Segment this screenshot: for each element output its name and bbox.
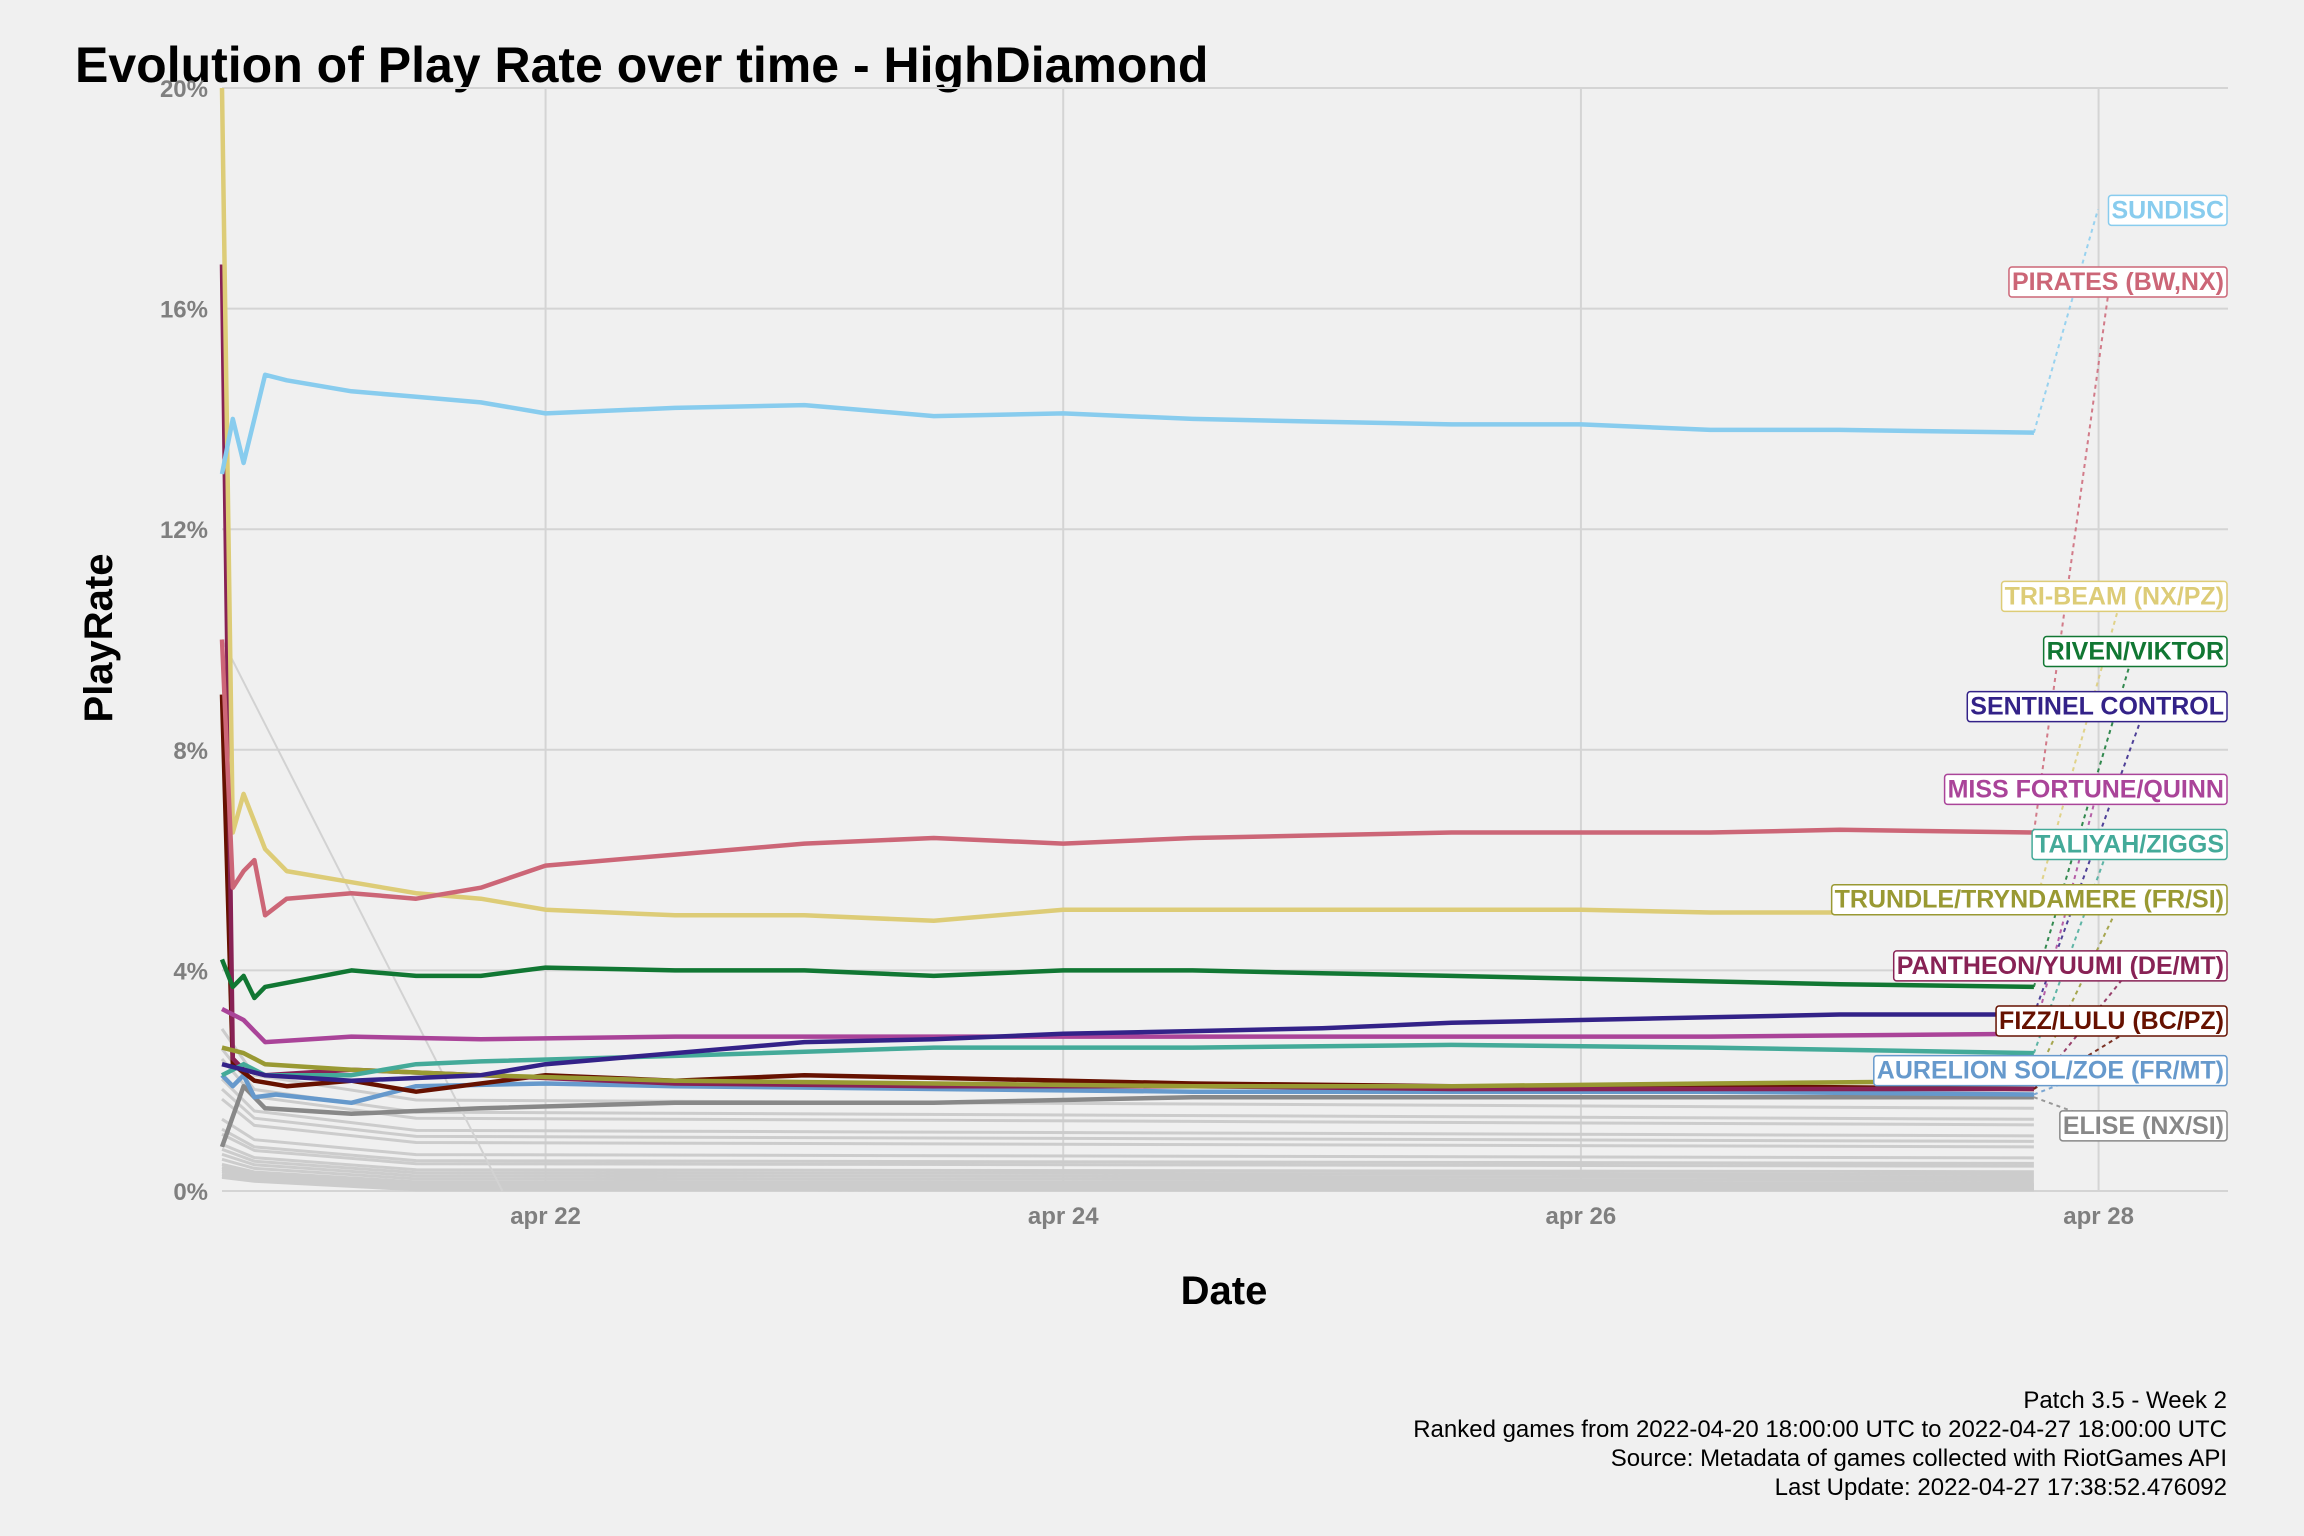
series-label-text: AURELION SOL/ZOE (FR/MT)	[1877, 1057, 2224, 1085]
background-series-line	[221, 1152, 2034, 1179]
series-label-text: RIVEN/VIKTOR	[2047, 638, 2224, 666]
series-label-box	[1995, 1005, 2228, 1037]
series-label-box	[2107, 194, 2228, 227]
series-label-box	[2000, 580, 2228, 613]
highlighted-series	[219, 87, 2034, 1148]
series-label-riven-viktor: RIVEN/VIKTOR	[2032, 635, 2228, 988]
series-label-sundisc: SUNDISC	[2032, 194, 2228, 433]
series-label-elise-nx-si: ELISE (NX/SI)	[2033, 1096, 2228, 1142]
series-label-box	[1873, 1054, 2228, 1087]
y-tick-label: 0%	[173, 1179, 208, 1206]
caption-source: Source: Metadata of games collected with…	[1611, 1445, 2227, 1472]
y-tick-label: 20%	[160, 76, 208, 103]
label-leader-line	[2032, 650, 2135, 988]
background-series-line	[221, 639, 504, 1192]
series-line-sentinel-control	[221, 1012, 2034, 1083]
series-label-box	[1830, 883, 2228, 916]
series-label-pirates-bw-nx: PIRATES (BW,NX)	[2008, 266, 2228, 833]
x-tick-label: apr 22	[510, 1203, 581, 1230]
label-leader-line	[2032, 705, 2147, 1015]
background-series-line	[221, 1147, 2034, 1176]
series-label-fizz-lulu-bc-pz: FIZZ/LULU (BC/PZ)	[1995, 1005, 2228, 1090]
series-label-tri-beam-nx-pz: TRI-BEAM (NX/PZ)	[2000, 580, 2228, 911]
caption-patch: Patch 3.5 - Week 2	[2023, 1387, 2227, 1414]
series-label-pantheon-yuumi-de-mt: PANTHEON/YUUMI (DE/MT)	[1892, 950, 2228, 1090]
y-tick-label: 4%	[173, 958, 208, 985]
y-axis-title: PlayRate	[77, 554, 121, 723]
series-label-text: FIZZ/LULU (BC/PZ)	[1999, 1007, 2224, 1035]
background-series-line	[221, 1162, 2034, 1185]
y-tick-label: 8%	[173, 738, 208, 765]
background-series-line	[221, 1097, 2034, 1149]
chart-title: Evolution of Play Rate over time - HighD…	[75, 37, 1208, 93]
series-label-box	[2031, 828, 2228, 861]
caption-range: Ranked games from 2022-04-20 18:00:00 UT…	[1413, 1416, 2227, 1443]
background-series-line	[221, 1132, 2034, 1168]
background-series-line	[221, 1127, 2034, 1165]
series-line-sundisc	[219, 372, 2034, 475]
series-label-text: MISS FORTUNE/QUINN	[1948, 775, 2224, 803]
series-line-elise-nx-si	[219, 1083, 2034, 1148]
label-leader-line	[2032, 209, 2099, 433]
series-line-tri-beam-nx-pz	[219, 87, 2034, 924]
series-line-miss-fortune-quinn	[220, 1006, 2034, 1045]
series-line-trundle-tryndamere-fr-si	[221, 1045, 2034, 1089]
x-axis-ticks: apr 22 apr 24 apr 26 apr 28	[510, 1203, 2134, 1230]
series-label-aurelion-sol-zoe-fr-mt: AURELION SOL/ZOE (FR/MT)	[1873, 1054, 2228, 1096]
series-label-text: SENTINEL CONTROL	[1970, 693, 2224, 721]
series-label-trundle-tryndamere-fr-si: TRUNDLE/TRYNDAMERE (FR/SI)	[1830, 883, 2228, 1082]
series-line-pantheon-yuumi-de-mt	[219, 264, 2034, 1092]
series-label-text: TALIYAH/ZIGGS	[2035, 831, 2224, 859]
series-label-text: TRUNDLE/TRYNDAMERE (FR/SI)	[1835, 886, 2224, 914]
label-leader-line	[2032, 843, 2111, 1054]
series-label-box	[2042, 635, 2228, 668]
y-tick-label: 16%	[160, 297, 208, 324]
series-labels: SUNDISC PIRATES (BW,NX) TRI-BEAM (NX/PZ) RI…	[1830, 194, 2228, 1142]
series-line-riven-viktor	[219, 958, 2034, 1001]
series-label-box	[2008, 266, 2228, 298]
series-line-taliyah-ziggs	[220, 1042, 2034, 1078]
x-tick-label: apr 26	[1546, 1203, 1617, 1230]
x-tick-label: apr 24	[1028, 1203, 1099, 1230]
series-line-pirates-bw-nx	[219, 639, 2034, 918]
background-series-line	[221, 1175, 2034, 1192]
grid-lines	[222, 87, 2228, 1192]
series-label-miss-fortune-quinn: MISS FORTUNE/QUINN	[1943, 773, 2228, 1035]
series-label-sentinel-control: SENTINEL CONTROL	[1966, 690, 2228, 1015]
background-series-line	[221, 1117, 2034, 1160]
series-label-text: SUNDISC	[2111, 196, 2224, 224]
x-axis-title: Date	[1181, 1269, 1268, 1313]
label-leader-line	[2033, 1019, 2147, 1090]
x-tick-label: apr 28	[2063, 1203, 2134, 1230]
label-leader-line	[2032, 898, 2123, 1082]
series-label-text: PIRATES (BW,NX)	[2012, 268, 2224, 296]
series-label-text: PANTHEON/YUUMI (DE/MT)	[1897, 952, 2224, 980]
series-label-box	[1943, 773, 2228, 806]
background-series-line	[221, 1169, 2034, 1189]
series-label-taliyah-ziggs: TALIYAH/ZIGGS	[2031, 828, 2228, 1054]
background-series-line	[221, 1157, 2034, 1182]
caption-update: Last Update: 2022-04-27 17:38:52.476092	[1775, 1474, 2227, 1501]
series-label-box	[1966, 690, 2228, 723]
series-label-text: ELISE (NX/SI)	[2063, 1112, 2224, 1140]
background-series-line	[221, 1142, 2034, 1174]
series-label-box	[2059, 1110, 2228, 1142]
y-axis-ticks: 0% 4% 8% 12% 16% 20%	[160, 76, 208, 1206]
series-label-box	[1892, 950, 2228, 982]
series-label-text: TRI-BEAM (NX/PZ)	[2005, 582, 2224, 610]
y-tick-label: 12%	[160, 517, 208, 544]
